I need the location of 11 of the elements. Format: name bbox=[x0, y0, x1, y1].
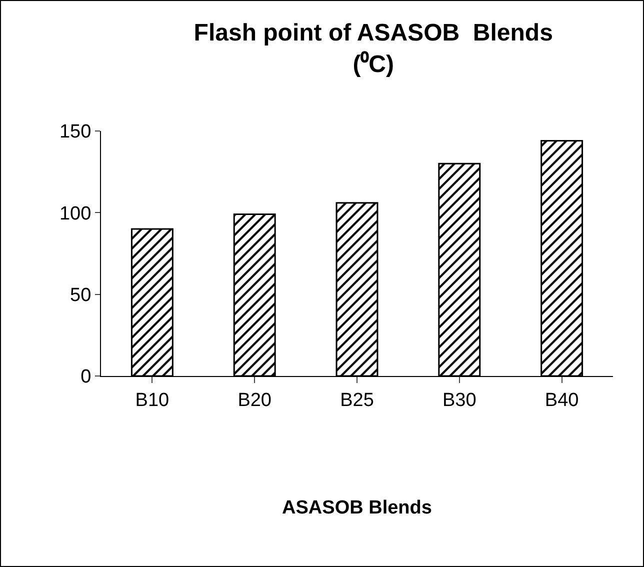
x-tick-label: B40 bbox=[544, 390, 579, 411]
x-tick-label: B10 bbox=[135, 390, 170, 411]
y-tick-label: 100 bbox=[59, 203, 92, 224]
y-tick-label: 50 bbox=[70, 284, 92, 306]
x-tick-label: B30 bbox=[442, 390, 476, 411]
y-tick-label: 150 bbox=[59, 122, 92, 143]
x-tick-label: B25 bbox=[340, 390, 374, 411]
x-axis-title: ASASOB Blends bbox=[282, 498, 432, 519]
y-tick-label: 0 bbox=[80, 366, 92, 388]
x-tick-label: B20 bbox=[238, 390, 272, 411]
chart-title: Flash point of ASASOB Blends (⁰C) bbox=[194, 20, 553, 78]
